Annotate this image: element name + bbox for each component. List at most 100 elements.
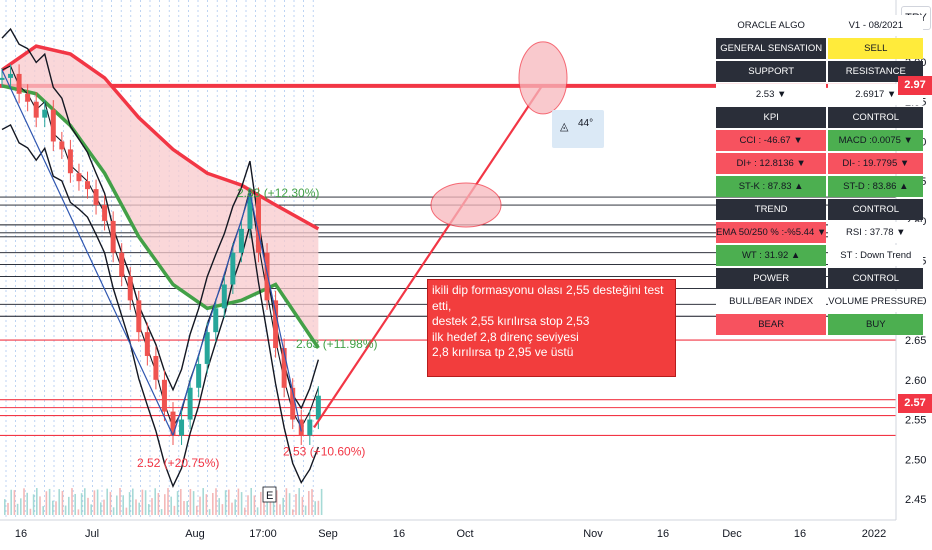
angle-icon: ◬ [560,121,569,133]
volume-bar [208,509,211,515]
volume-bar [112,507,115,515]
volume-bar [237,488,240,515]
volume-bar [84,488,86,515]
volume-bar [247,495,249,515]
price-annotation: 2.53 (+10.60%) [283,444,365,458]
resistance-ellipse [430,182,502,228]
volume-bar [125,507,128,515]
candle-body [33,101,39,118]
volume-bar [26,492,28,515]
candle-body [256,197,261,253]
volume-bar [45,491,48,515]
candle-body [102,205,108,221]
oracle-cell: TREND [716,199,827,220]
oracle-row: 2.53 ▼ 2.6917 ▼ [716,84,924,105]
volume-bar [32,494,35,515]
oracle-cell: DI+ : 12.8136 ▼ [716,153,827,174]
volume-bar [20,498,22,515]
candle-body [50,109,56,142]
oracle-cell: RSI : 37.78 ▼ [828,222,924,243]
volume-bar [285,488,288,515]
oracle-row: TREND CONTROL [716,199,924,220]
volume-bar [308,490,310,515]
volume-bar [52,500,54,515]
volume-bar [176,491,179,515]
oracle-cell: GENERAL SENSATION [716,38,827,59]
oracle-cell: POWER [716,268,827,289]
y-tick-label: 2.50 [905,454,926,466]
cloud-fill [2,46,319,349]
volume-bar [96,489,99,515]
volume-bar [288,493,291,515]
candle-body [127,276,133,301]
oracle-cell: CONTROL [828,199,924,220]
volume-bar [282,497,284,515]
candle-body [59,141,65,150]
blue-trendline [1,69,174,436]
candle-body [25,93,31,102]
volume-bar [36,488,38,515]
volume-bar [228,489,230,515]
y-tick-label: 2.45 [905,494,926,506]
oracle-cell: WT : 31.92 ▲ [716,245,827,266]
candle-body [42,109,48,118]
volume-bar [196,505,198,515]
volume-bar [10,489,12,515]
oracle-row: BEAR BUY [716,314,924,335]
candle-body [110,220,116,253]
volume-bar [256,507,259,515]
volume-bar [311,489,313,515]
volume-bar [93,490,96,515]
volume-bar [128,492,131,515]
volume-bar [58,489,60,515]
x-axis[interactable]: 16 Jul Aug 17:00 Sep 16 Oct Nov 16 Dec 16 2022 [0,519,896,540]
candle-body [298,419,304,436]
volume-bar [301,496,304,515]
blue-trendline [249,192,302,432]
x-tick-label: Aug [185,528,205,540]
price-annotation: 2.52 (+20.75%) [137,456,219,470]
volume-bar [234,499,236,515]
oracle-cell: ORACLE ALGO [716,15,827,36]
chart-annotations: 2.83 (+12.30%) 2.63 (+11.98%) 2.52 (+20.75… [137,186,378,503]
volume-bar [189,489,192,515]
candle-body [76,173,82,182]
candle-body [247,197,253,229]
volume-bar [68,496,70,515]
candle-body [85,181,90,190]
oracle-cell: KPI [716,107,827,128]
x-tick-label: Sep [318,528,338,540]
volume-bar [304,505,307,515]
candles [0,64,323,515]
oracle-cell: BEAR [716,314,827,335]
price-annotation: 2.83 (+12.30%) [237,186,319,200]
x-tick-label: Jul [85,528,99,540]
volume-bar [48,488,51,515]
volume-bar [269,502,272,515]
oracle-cell: SUPPORT [716,61,827,82]
volume-bar [132,488,134,515]
volume-bar [103,499,105,515]
candle-body [16,73,22,94]
volume-bar [119,488,121,515]
candle-body [161,379,167,412]
volume-bar [122,495,124,515]
volume-bar [55,501,57,515]
candle-body [315,395,321,420]
volume-bar [224,490,227,515]
volume-bar [151,498,153,515]
volume-bar [202,488,204,515]
candle-body [144,332,150,356]
volume-bar [192,491,195,515]
volume-bar [138,502,140,515]
volume-bar [266,499,268,515]
oracle-cell: EMA 50/250 % :-%5.44 ▼ [716,222,827,243]
oracle-cell: V1 - 08/2021 [828,15,924,36]
candle-body [273,300,279,349]
volume-bar [276,490,278,515]
oracle-cell: DI- : 19.7795 ▼ [828,153,924,174]
angle-value: 44° [578,118,594,129]
volume-bar [144,490,147,515]
volume-bar [29,508,32,515]
